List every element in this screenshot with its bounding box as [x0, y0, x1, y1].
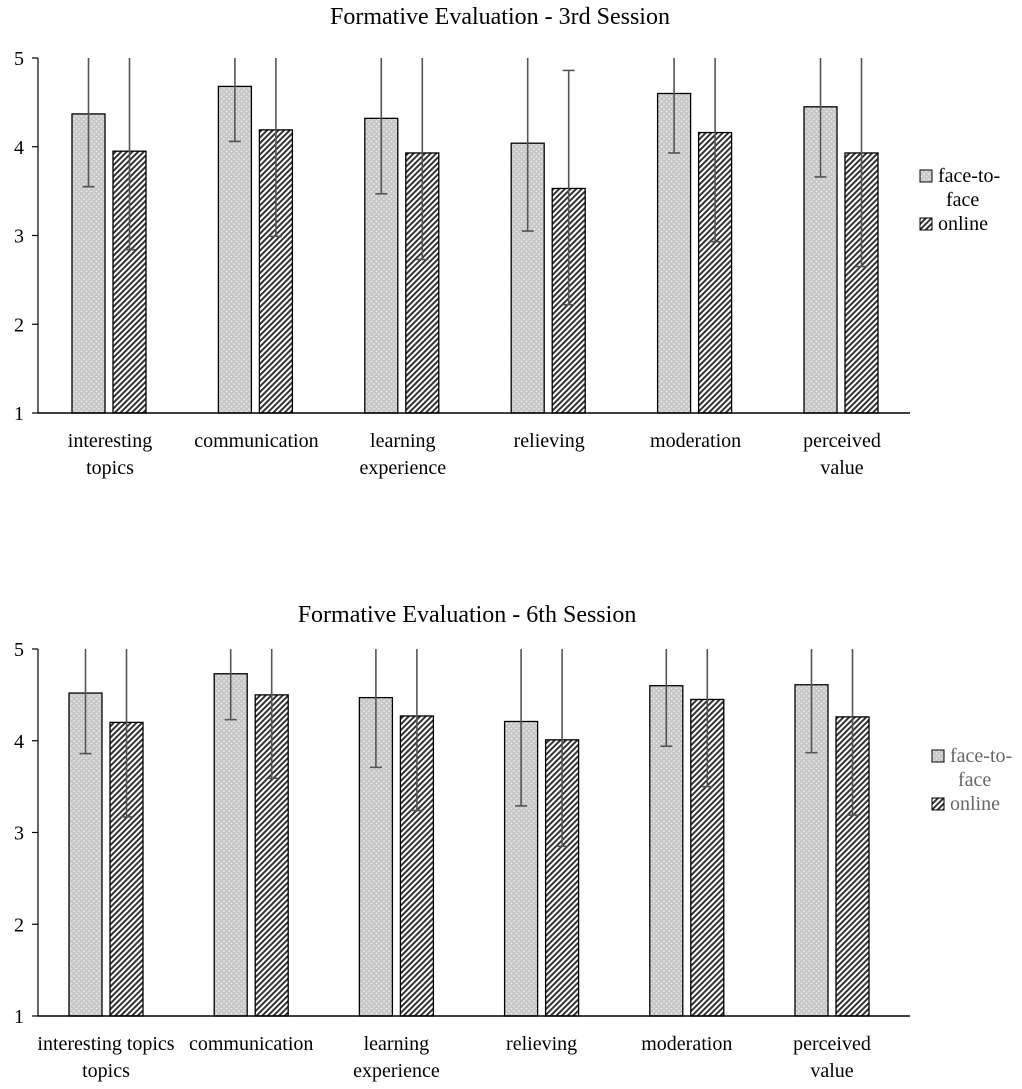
x-category-label-line: interesting	[68, 430, 152, 452]
x-category-label: moderation	[641, 1033, 732, 1055]
x-category-label: learning experience	[359, 430, 446, 479]
chart-3rd-session-panel: Formative Evaluation - 3rd Session 1 2 3 4 5 i…	[0, 0, 1022, 500]
x-category-label-line: interesting topics	[37, 1033, 174, 1055]
x-category-label-line: perceived	[793, 1033, 871, 1055]
x-category-label: communication	[189, 1033, 313, 1055]
legend-label-stripes: online	[950, 793, 1000, 815]
y-tick-label: 2	[14, 914, 24, 936]
legend-label-line: online	[938, 213, 988, 235]
y-tick-label: 1	[14, 403, 24, 425]
y-tick-label: 3	[14, 823, 24, 845]
x-category-label-line: moderation	[641, 1033, 732, 1055]
legend-label-line: face-to-	[950, 745, 1012, 767]
y-tick-label: 4	[14, 137, 24, 159]
legend-label-line: face	[958, 769, 991, 791]
legend-swatch-stripes	[931, 797, 945, 811]
x-category-label-line: value	[810, 1060, 853, 1082]
x-category-label-line: relieving	[506, 1033, 577, 1055]
legend-label-dots: face-to-face	[938, 165, 1000, 211]
chart-6th-session: Formative Evaluation - 6th Session 1 2 3 4 5 i…	[14, 602, 1012, 1082]
x-category-label-line: relieving	[514, 430, 585, 452]
x-category-label-line: value	[820, 457, 863, 479]
y-tick-label: 1	[14, 1006, 24, 1028]
y-tick-label: 4	[14, 731, 24, 753]
legend-swatch-dots	[931, 749, 945, 763]
y-tick-label: 2	[14, 314, 24, 336]
legend-label-line: face	[946, 189, 979, 211]
x-category-label-line: learning	[364, 1033, 430, 1055]
x-category-label: interesting topics	[37, 1033, 174, 1055]
x-category-label: perceived value	[803, 430, 881, 479]
chart-3rd-session: Formative Evaluation - 3rd Session 1 2 3 4 5 i…	[14, 4, 1000, 479]
y-tick-label: 5	[14, 48, 24, 70]
x-category-label-line: moderation	[650, 430, 741, 452]
legend-swatch-stripes	[919, 217, 933, 231]
x-category-label-line: learning	[370, 430, 436, 452]
x-category-label-extra: topics	[82, 1060, 130, 1082]
x-category-label: relieving	[514, 430, 585, 452]
bar-dots-1	[213, 673, 248, 1017]
y-tick-label: 5	[14, 639, 24, 661]
x-category-label: relieving	[506, 1033, 577, 1055]
x-category-label-line: experience	[359, 457, 446, 479]
legend-label-line: online	[950, 793, 1000, 815]
x-category-label: interesting topics	[68, 430, 152, 479]
x-category-label: perceived value	[793, 1033, 871, 1082]
x-category-label-line: topics	[86, 457, 134, 479]
x-category-label-line: communication	[189, 1033, 313, 1055]
chart-title: Formative Evaluation - 6th Session	[298, 602, 637, 628]
x-category-label-line: experience	[353, 1060, 440, 1082]
legend-label-dots: face-to-face	[950, 745, 1012, 791]
chart-6th-session-panel: Formative Evaluation - 6th Session 1 2 3 4 5 i…	[0, 592, 1022, 1084]
legend-swatch-dots	[919, 169, 933, 183]
chart-title: Formative Evaluation - 3rd Session	[330, 4, 670, 30]
x-category-label: moderation	[650, 430, 741, 452]
x-category-label: communication	[194, 430, 318, 452]
x-category-label: learning experience	[353, 1033, 440, 1082]
legend-label-stripes: online	[938, 213, 988, 235]
legend-label-line: face-to-	[938, 165, 1000, 187]
x-category-label-line: communication	[194, 430, 318, 452]
x-category-label-line: perceived	[803, 430, 881, 452]
y-tick-label: 3	[14, 226, 24, 248]
